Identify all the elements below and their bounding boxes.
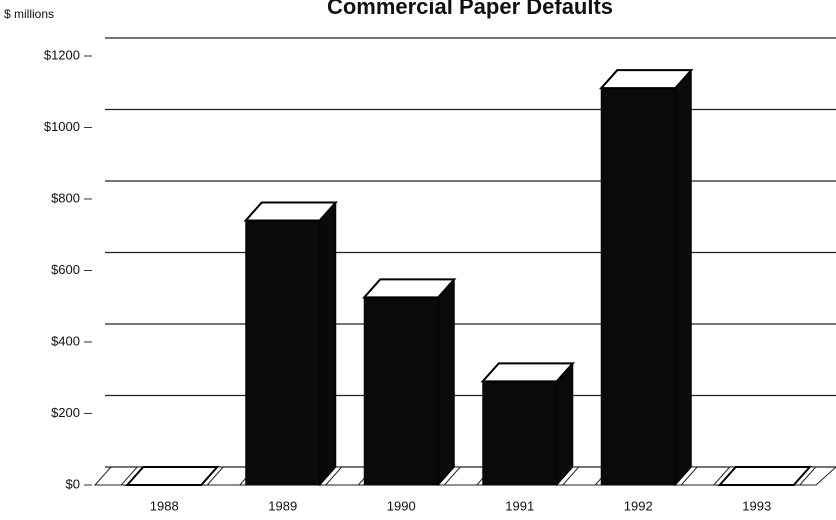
y-tick-label: $0 <box>66 476 80 491</box>
bar <box>482 380 558 486</box>
y-tick-label: $200 <box>51 405 80 420</box>
y-tick-label: $1000 <box>44 119 80 134</box>
chart-title: Commercial Paper Defaults <box>327 0 613 19</box>
bar-side <box>556 362 574 487</box>
y-tick-label: $600 <box>51 262 80 277</box>
bar <box>363 296 439 486</box>
bar-side <box>437 277 455 487</box>
bar-top <box>599 69 694 90</box>
y-tick-label: $1200 <box>44 47 80 62</box>
bar <box>600 87 676 486</box>
x-tick-label: 1990 <box>387 498 416 513</box>
x-tick-label: 1993 <box>742 498 771 513</box>
bar-top <box>362 278 457 299</box>
bar-top <box>480 362 575 383</box>
x-tick-label: 1991 <box>505 498 534 513</box>
bar-top <box>125 466 220 486</box>
x-tick-label: 1989 <box>268 498 297 513</box>
bar-top <box>243 201 338 222</box>
bar-side <box>674 68 692 487</box>
y-tick-label: $800 <box>51 190 80 205</box>
bar-top <box>717 466 812 486</box>
floor <box>93 466 836 486</box>
y-tick-label: $400 <box>51 333 80 348</box>
bar-side <box>319 201 337 487</box>
y-axis-label: $ millions <box>4 7 54 21</box>
x-tick-label: 1988 <box>150 498 179 513</box>
bar <box>245 219 321 486</box>
x-tick-label: 1992 <box>624 498 653 513</box>
